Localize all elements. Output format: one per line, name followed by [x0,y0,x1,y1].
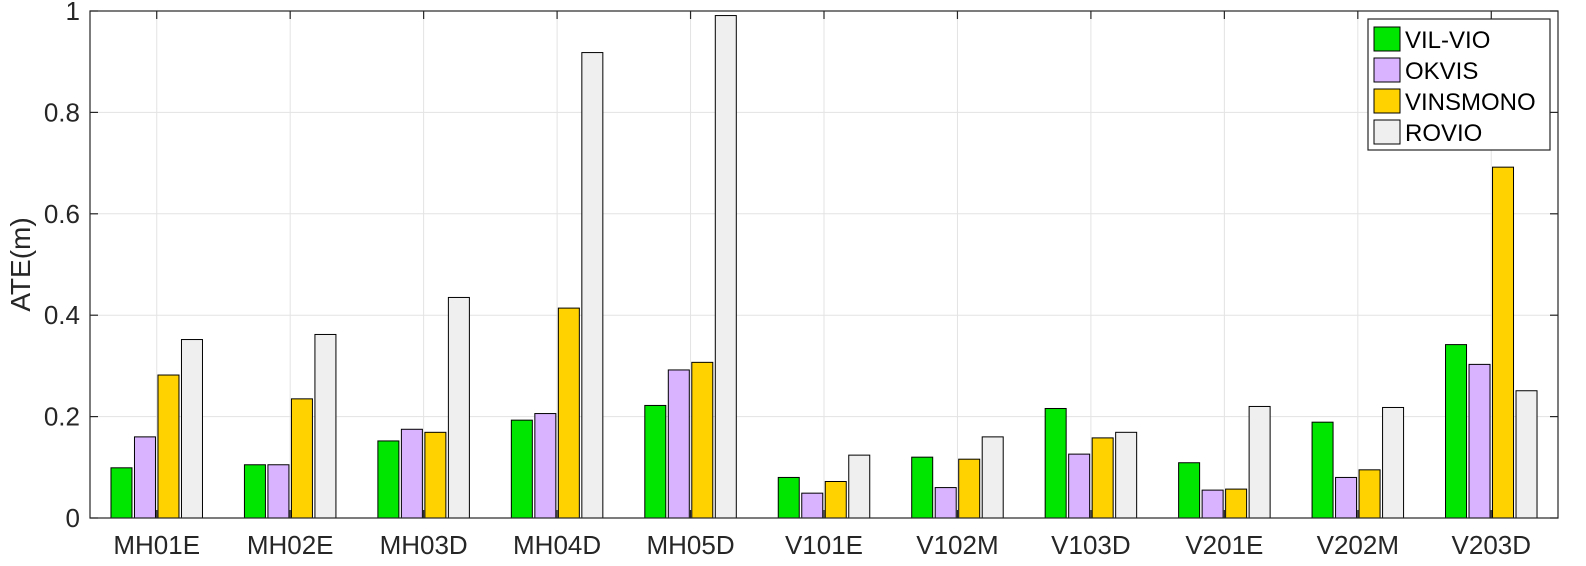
y-tick-label: 0.8 [44,97,80,127]
bar-vil-vio-v101e [777,476,800,519]
x-tick-label: V203D [1452,530,1532,560]
bar-okvis-v102m [934,487,957,519]
x-tick-label: V103D [1051,530,1131,560]
legend-swatch-vinsmono [1373,88,1401,114]
x-tick-label: V202M [1317,530,1399,560]
legend-swatch-rovio [1373,119,1401,145]
bar-okvis-mh03d [400,428,423,519]
bar-vinsmono-mh03d [424,431,447,519]
bar-vinsmono-v202m [1358,469,1381,519]
bar-vinsmono-v203d [1492,166,1515,519]
y-tick-label: 0.4 [44,300,80,330]
axes: 0 0.2 0.4 0.6 0.8 1 MH01E MH02E MH03D MH04D MH05D V… [44,0,1558,560]
bar-okvis-v202m [1335,476,1358,519]
bar-rovio-mh05d [714,15,737,519]
bar-vinsmono-mh02e [290,398,313,519]
y-tick-label: 0 [66,503,80,533]
bar-vil-vio-mh03d [377,440,400,519]
bar-rovio-v103d [1115,431,1138,519]
bar-vinsmono-v102m [958,458,981,519]
bar-okvis-mh02e [267,464,290,519]
bar-vinsmono-v201e [1225,488,1248,519]
bar-vinsmono-mh01e [157,374,180,519]
bar-rovio-v201e [1248,405,1271,519]
bar-okvis-v101e [801,492,824,519]
bar-okvis-mh05d [667,369,690,519]
legend-label-vil-vio: VIL-VIO [1405,27,1490,54]
x-tick-label: MH02E [247,530,334,560]
x-tick-label: MH01E [113,530,200,560]
bar-vinsmono-v101e [824,480,847,519]
y-tick-label: 0.6 [44,199,80,229]
bar-vil-vio-mh02e [243,464,266,519]
bar-okvis-mh01e [133,436,156,519]
bar-vil-vio-mh04d [510,419,533,519]
bar-vil-vio-v201e [1178,462,1201,519]
legend-label-rovio: ROVIO [1405,120,1482,147]
legend: VIL-VIO OKVIS VINSMONO ROVIO [1367,18,1551,151]
bar-vil-vio-v203d [1445,344,1468,519]
bar-vil-vio-mh01e [110,467,133,519]
bar-vil-vio-v103d [1044,407,1067,519]
bar-rovio-mh03d [447,296,470,519]
bar-okvis-mh04d [534,413,557,519]
bar-rovio-v202m [1382,406,1405,519]
bar-vinsmono-mh04d [557,307,580,519]
bar-rovio-v102m [981,436,1004,519]
y-tick-label: 1 [66,0,80,26]
bar-vinsmono-mh05d [691,361,714,519]
legend-swatch-okvis [1373,57,1401,83]
bar-okvis-v103d [1068,453,1091,519]
bar-vil-vio-v202m [1311,421,1334,519]
bar-okvis-v201e [1201,489,1224,519]
bar-rovio-v203d [1515,390,1538,519]
legend-label-vinsmono: VINSMONO [1405,89,1536,116]
bar-vil-vio-v102m [911,456,934,519]
bar-rovio-mh02e [314,333,337,519]
bar-rovio-v101e [848,454,871,519]
legend-swatch-vil-vio [1373,26,1401,52]
bar-rovio-mh01e [180,339,203,519]
x-tick-label: V201E [1185,530,1263,560]
bar-okvis-v203d [1468,363,1491,519]
x-tick-label: MH04D [513,530,601,560]
y-axis-label: ATE(m) [5,217,36,311]
x-tick-label: MH03D [380,530,468,560]
x-tick-label: V101E [785,530,863,560]
bar-vil-vio-mh05d [644,404,667,519]
y-tick-label: 0.2 [44,402,80,432]
bar-rovio-mh04d [581,52,604,519]
bar-vinsmono-v103d [1091,437,1114,519]
x-tick-label: MH05D [646,530,734,560]
legend-label-okvis: OKVIS [1405,58,1478,85]
x-tick-label: V102M [916,530,998,560]
